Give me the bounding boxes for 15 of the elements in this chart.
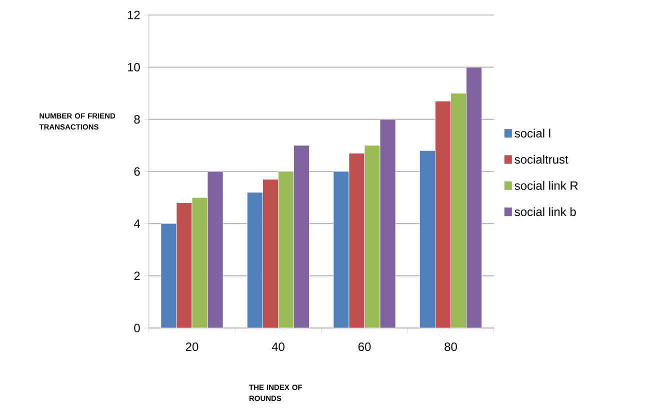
- x-tick-label: 80: [444, 342, 457, 352]
- y-tick-label: 0: [134, 324, 140, 332]
- x-tick-label: 20: [186, 342, 198, 352]
- y-tick-label: 2: [134, 272, 140, 280]
- x-tick-label: 40: [272, 342, 284, 352]
- y-tick-label: 8: [134, 115, 140, 124]
- legend-label: social l: [514, 128, 550, 138]
- legend-label: socialtrust: [514, 154, 568, 164]
- x-tick-label: 60: [358, 342, 371, 352]
- y-tick-label: 12: [128, 10, 140, 20]
- legend-label: social link b: [514, 207, 576, 216]
- y-tick-label: 6: [134, 167, 140, 176]
- legend-label: social link R: [514, 181, 578, 190]
- y-tick-label: 4: [134, 220, 140, 228]
- y-tick-label: 10: [128, 62, 140, 72]
